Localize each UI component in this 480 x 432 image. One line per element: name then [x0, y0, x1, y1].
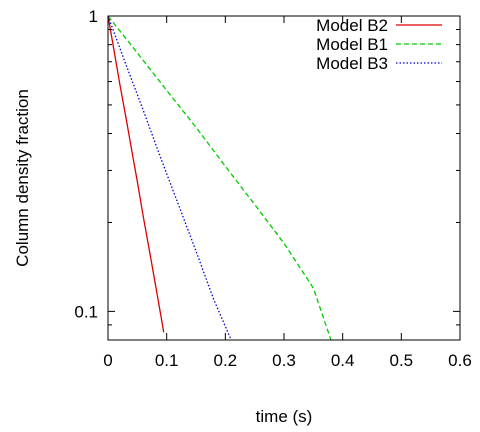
- legend-label: Model B3: [316, 54, 388, 73]
- legend-label: Model B2: [316, 16, 388, 35]
- plot-lines: [108, 16, 332, 340]
- x-tick-label: 0.2: [214, 351, 238, 370]
- y-tick-label: 0.1: [74, 302, 98, 321]
- x-tick-label: 0.1: [155, 351, 179, 370]
- series-line: [108, 16, 165, 333]
- series-line: [108, 16, 332, 340]
- x-axis-label: time (s): [256, 407, 313, 426]
- y-axis-label: Column density fraction: [13, 89, 32, 267]
- axis-ticks: [107, 15, 461, 340]
- x-tick-label: 0.3: [272, 351, 296, 370]
- legend-label: Model B1: [316, 35, 388, 54]
- y-tick-label: 1: [89, 7, 98, 26]
- x-tick-label: 0.5: [390, 351, 414, 370]
- series-line: [108, 16, 232, 340]
- axis-tick-labels: 0 0.1 0.2 0.3 0.4 0.5 0.6 0.1 1: [74, 7, 471, 370]
- x-tick-label: 0.4: [331, 351, 355, 370]
- x-tick-label: 0.6: [448, 351, 472, 370]
- x-tick-label: 0: [103, 351, 112, 370]
